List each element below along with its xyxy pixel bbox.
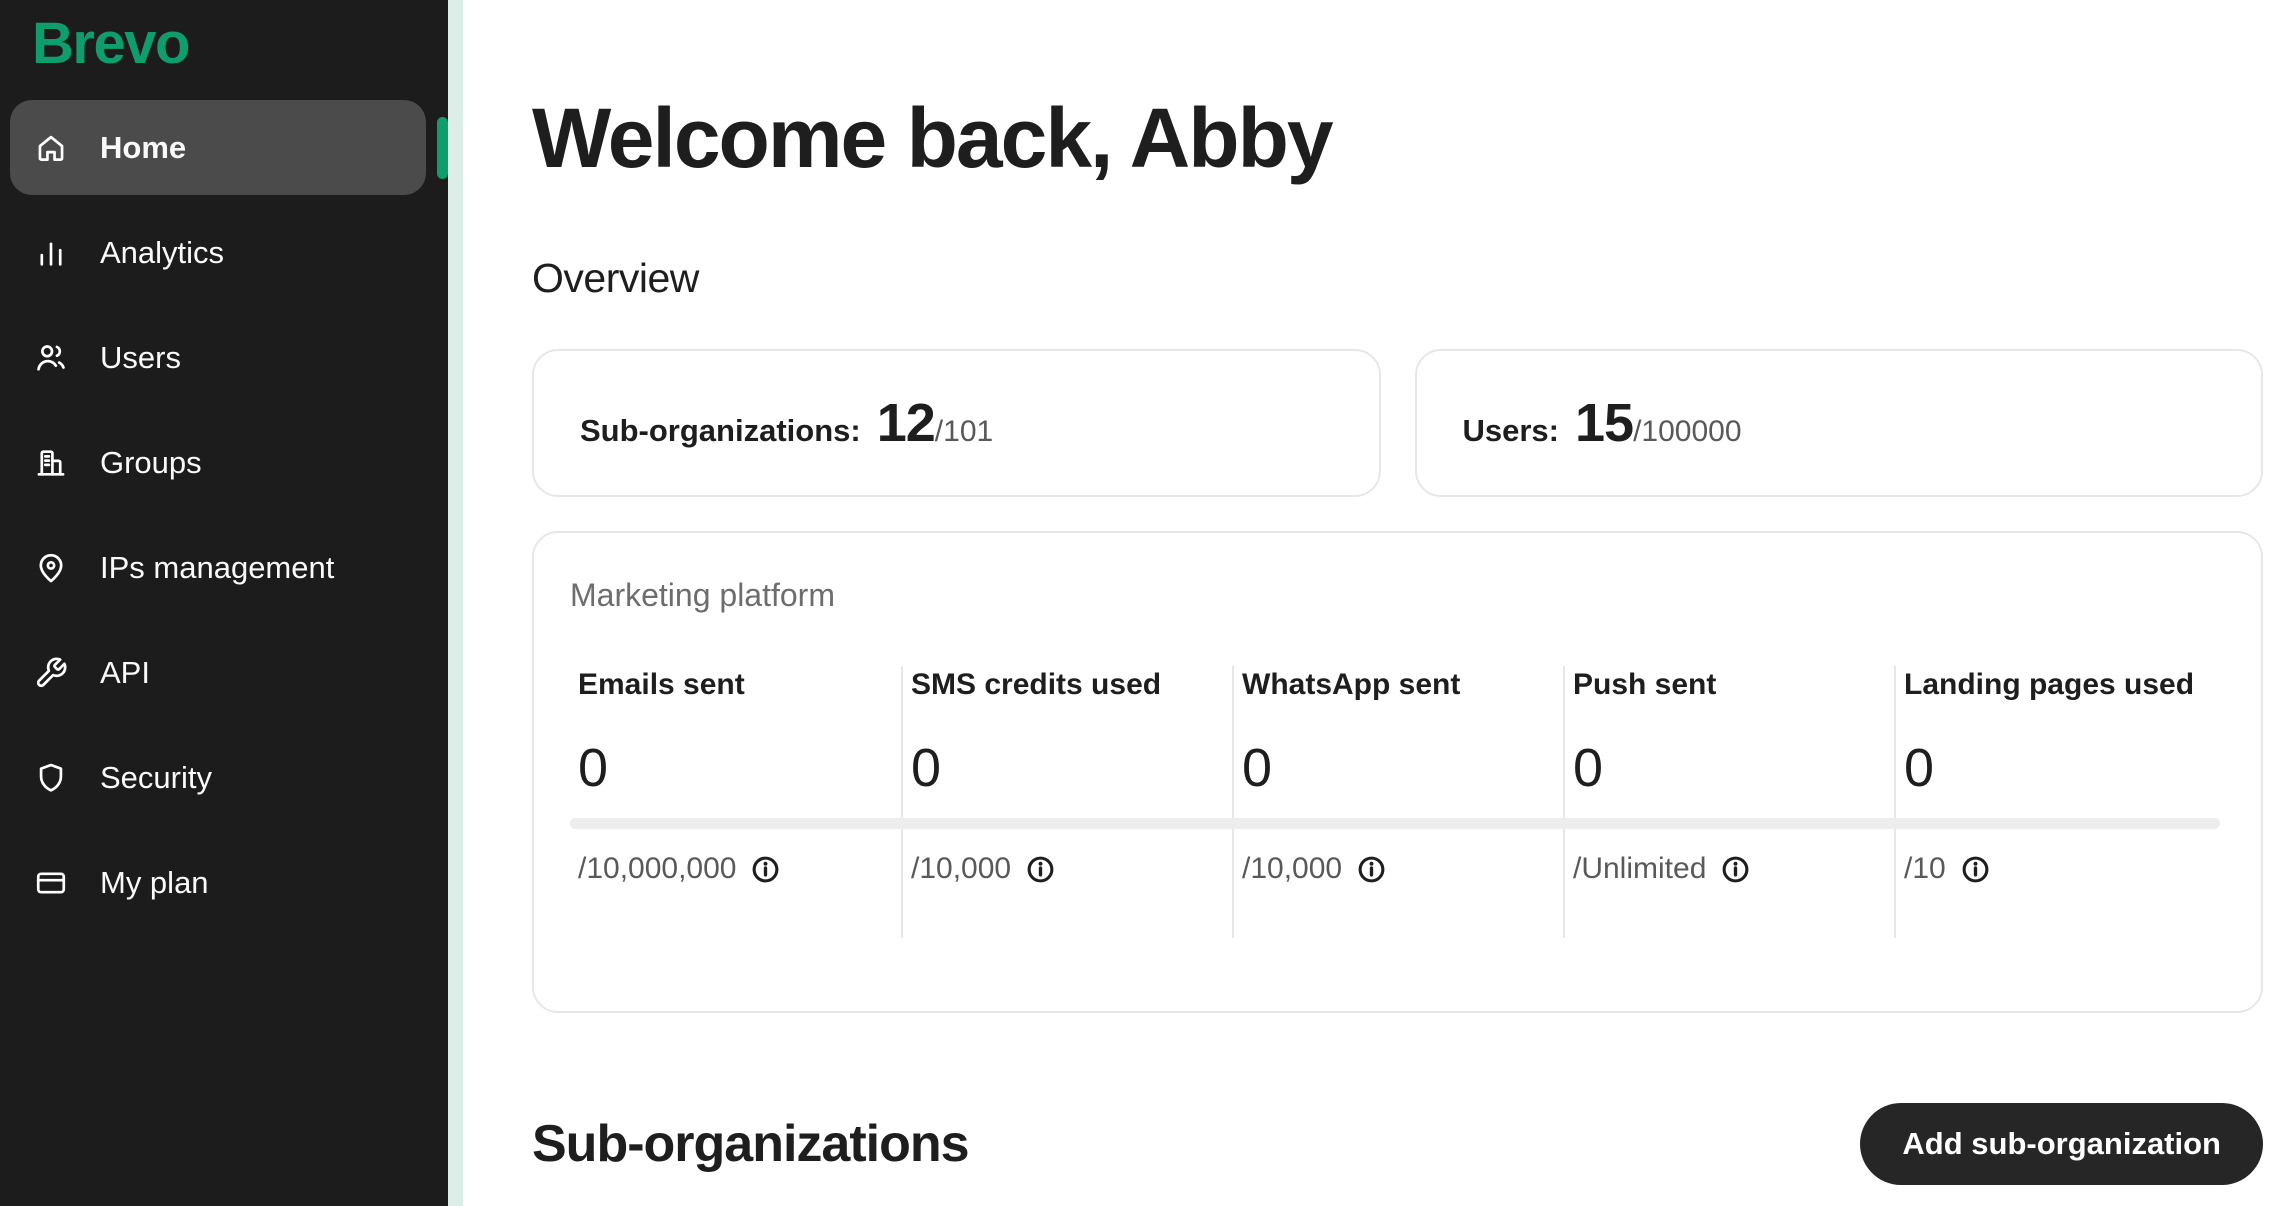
stat-label: Sub-organizations: xyxy=(580,413,861,448)
shield-icon xyxy=(39,763,63,792)
info-icon[interactable] xyxy=(1720,854,1751,885)
users-stat-card: Users: 15/100000 xyxy=(1414,349,2263,497)
metric-landing-pages-used: Landing pages used 0 /10 xyxy=(1894,666,2225,938)
sidebar-item-ips-management[interactable]: IPs management xyxy=(10,520,426,615)
sidebar-item-label: API xyxy=(100,654,150,690)
sidebar-item-api[interactable]: API xyxy=(10,625,426,720)
sidebar-nav: Home Analytics Users Groups IPs manageme… xyxy=(0,100,448,930)
main-content: Welcome back, Abby Overview Sub-organiza… xyxy=(463,0,2278,1206)
users-icon xyxy=(37,344,65,371)
info-icon[interactable] xyxy=(750,854,781,885)
stat-line: Users: 15/100000 xyxy=(1463,392,1742,454)
building-icon xyxy=(37,449,65,476)
metric-usage: /Unlimited xyxy=(1573,848,1894,890)
metric-whatsapp-sent: WhatsApp sent 0 /10,000 xyxy=(1232,666,1563,938)
metric-usage: /10,000 xyxy=(1242,848,1563,890)
metric-limit: /10,000 xyxy=(1242,852,1343,885)
sidebar-item-label: Security xyxy=(100,759,212,795)
metric-usage: /10,000 xyxy=(911,848,1232,890)
stat-limit: /101 xyxy=(934,415,994,448)
credit-card-icon xyxy=(36,871,66,894)
metric-name: Emails sent xyxy=(578,668,745,701)
wrench-icon xyxy=(36,657,67,687)
sidebar-item-analytics[interactable]: Analytics xyxy=(10,205,426,300)
overview-heading: Overview xyxy=(532,255,699,301)
home-icon xyxy=(38,135,64,161)
suborganizations-stat-card: Sub-organizations: 12/101 xyxy=(532,349,1381,497)
sidebar-rail xyxy=(448,0,463,1206)
metrics-grid: Emails sent 0 /10,000,000 SMS credits us… xyxy=(570,666,2225,938)
overview-stat-cards: Sub-organizations: 12/101 Users: 15/100000 xyxy=(532,349,2263,497)
marketing-platform-title: Marketing platform xyxy=(570,577,835,613)
stat-limit: /100000 xyxy=(1633,415,1742,448)
sidebar-item-label: Groups xyxy=(100,444,202,480)
add-sub-organization-button[interactable]: Add sub-organization xyxy=(1860,1103,2263,1185)
metric-limit: /10,000 xyxy=(911,852,1012,885)
metric-value: 0 xyxy=(1904,738,1935,798)
bar-chart-icon xyxy=(40,241,62,266)
sidebar: Brevo Home Analytics Users Groups IPs ma… xyxy=(0,0,448,1206)
metric-push-sent: Push sent 0 /Unlimited xyxy=(1563,666,1894,938)
page-title: Welcome back, Abby xyxy=(532,91,1334,185)
stat-value: 12 xyxy=(876,393,936,453)
metric-emails-sent: Emails sent 0 /10,000,000 xyxy=(570,666,901,938)
sidebar-item-label: Users xyxy=(100,339,181,375)
sidebar-item-groups[interactable]: Groups xyxy=(10,415,426,510)
metric-limit: /Unlimited xyxy=(1573,852,1707,885)
metric-name: Landing pages used xyxy=(1904,668,2195,701)
usage-progress-track xyxy=(570,818,2220,829)
sidebar-item-security[interactable]: Security xyxy=(10,730,426,825)
stat-value: 15 xyxy=(1575,393,1634,453)
metric-name: SMS credits used xyxy=(911,668,1162,701)
sidebar-item-label: My plan xyxy=(100,864,209,900)
info-icon[interactable] xyxy=(1356,854,1387,885)
metric-usage: /10 xyxy=(1904,848,2225,890)
sidebar-item-users[interactable]: Users xyxy=(10,310,426,405)
metric-name: WhatsApp sent xyxy=(1242,668,1461,701)
sidebar-item-label: Home xyxy=(100,129,187,165)
sidebar-item-home[interactable]: Home xyxy=(10,100,448,195)
marketing-platform-card: Marketing platform Emails sent 0 /10,000… xyxy=(532,531,2263,1013)
metric-sms-credits-used: SMS credits used 0 /10,000 xyxy=(901,666,1232,938)
suborganizations-heading: Sub-organizations xyxy=(532,1115,970,1173)
info-icon[interactable] xyxy=(1960,854,1991,885)
stat-label: Users: xyxy=(1462,413,1560,448)
metric-name: Push sent xyxy=(1573,668,1717,701)
info-icon[interactable] xyxy=(1025,854,1056,885)
active-indicator xyxy=(437,116,448,179)
metric-value: 0 xyxy=(1242,738,1273,798)
metric-value: 0 xyxy=(911,738,942,798)
metric-value: 0 xyxy=(1573,738,1604,798)
metric-value: 0 xyxy=(578,738,609,798)
metric-limit: /10 xyxy=(1904,852,1946,885)
sidebar-item-label: IPs management xyxy=(100,549,335,585)
brevo-logo[interactable]: Brevo xyxy=(32,11,190,76)
metric-usage: /10,000,000 xyxy=(578,848,901,890)
sidebar-item-label: Analytics xyxy=(100,234,225,270)
metric-limit: /10,000,000 xyxy=(578,852,737,885)
sidebar-item-my-plan[interactable]: My plan xyxy=(10,835,426,930)
stat-line: Sub-organizations: 12/101 xyxy=(580,392,993,454)
suborganizations-header-row: Sub-organizations Add sub-organization xyxy=(532,1103,2263,1185)
location-pin-icon xyxy=(39,553,63,582)
